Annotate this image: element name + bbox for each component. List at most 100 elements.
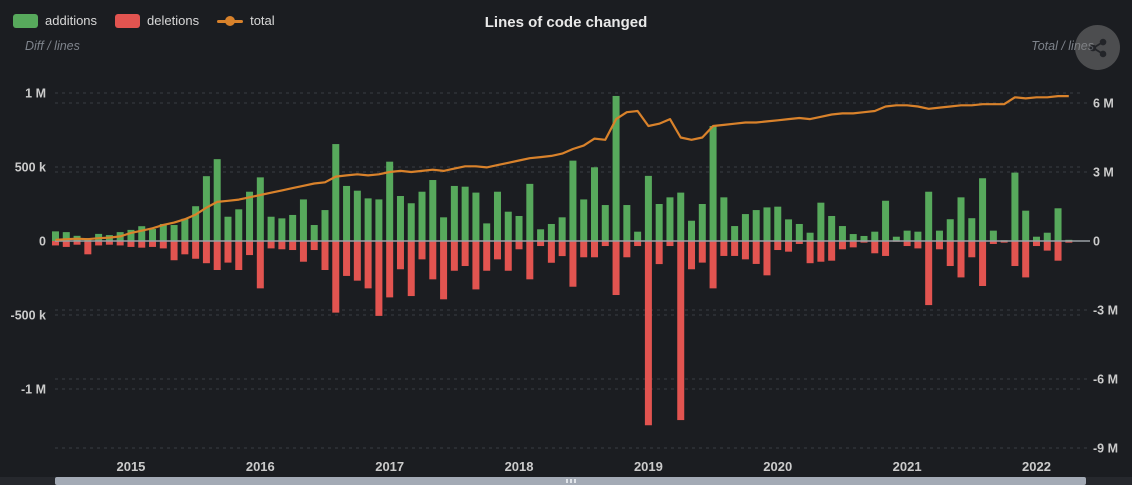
bar-deletions[interactable] xyxy=(644,241,652,426)
bar-additions[interactable] xyxy=(817,202,825,241)
bar-deletions[interactable] xyxy=(483,241,491,271)
bar-additions[interactable] xyxy=(246,191,254,241)
bar-deletions[interactable] xyxy=(213,241,221,271)
bar-deletions[interactable] xyxy=(472,241,480,290)
bar-deletions[interactable] xyxy=(569,241,577,287)
bar-additions[interactable] xyxy=(558,217,566,241)
bar-additions[interactable] xyxy=(925,191,933,241)
bar-additions[interactable] xyxy=(321,210,329,241)
bar-deletions[interactable] xyxy=(957,241,965,278)
bar-deletions[interactable] xyxy=(849,241,857,248)
bar-additions[interactable] xyxy=(224,216,232,241)
bar-deletions[interactable] xyxy=(655,241,663,265)
bar-additions[interactable] xyxy=(838,226,846,241)
bar-additions[interactable] xyxy=(170,225,178,241)
bar-additions[interactable] xyxy=(127,229,135,241)
bar-deletions[interactable] xyxy=(73,241,81,245)
bar-deletions[interactable] xyxy=(914,241,922,249)
bar-deletions[interactable] xyxy=(332,241,340,313)
bar-deletions[interactable] xyxy=(580,241,588,258)
total-line[interactable] xyxy=(55,94,1069,241)
bar-additions[interactable] xyxy=(569,160,577,241)
bar-additions[interactable] xyxy=(159,223,167,241)
bar-deletions[interactable] xyxy=(817,241,825,262)
bar-additions[interactable] xyxy=(418,191,426,241)
bar-additions[interactable] xyxy=(493,191,501,241)
bar-deletions[interactable] xyxy=(698,241,706,263)
bar-deletions[interactable] xyxy=(235,241,243,271)
bar-deletions[interactable] xyxy=(547,241,555,263)
bar-deletions[interactable] xyxy=(321,241,329,271)
bar-deletions[interactable] xyxy=(526,241,534,280)
scrollbar-grip-icon[interactable] xyxy=(565,479,576,483)
bar-additions[interactable] xyxy=(52,231,59,241)
bar-deletions[interactable] xyxy=(278,241,286,250)
bar-deletions[interactable] xyxy=(677,241,685,421)
bar-deletions[interactable] xyxy=(95,241,103,246)
bar-deletions[interactable] xyxy=(461,241,469,267)
bar-deletions[interactable] xyxy=(396,241,404,270)
bar-additions[interactable] xyxy=(882,200,890,241)
bar-deletions[interactable] xyxy=(256,241,264,289)
bar-additions[interactable] xyxy=(892,236,900,241)
bar-deletions[interactable] xyxy=(138,241,146,248)
bar-additions[interactable] xyxy=(935,230,943,241)
bar-deletions[interactable] xyxy=(989,241,997,244)
bar-deletions[interactable] xyxy=(159,241,167,249)
bar-additions[interactable] xyxy=(526,183,534,241)
bar-deletions[interactable] xyxy=(515,241,523,250)
bar-additions[interactable] xyxy=(386,161,394,241)
bar-additions[interactable] xyxy=(1043,232,1051,241)
bar-additions[interactable] xyxy=(612,95,620,242)
bar-additions[interactable] xyxy=(709,126,717,241)
bar-additions[interactable] xyxy=(752,210,760,241)
bar-additions[interactable] xyxy=(343,185,351,241)
bar-deletions[interactable] xyxy=(343,241,351,276)
bar-deletions[interactable] xyxy=(202,241,210,264)
bar-deletions[interactable] xyxy=(828,241,836,261)
bar-deletions[interactable] xyxy=(1000,241,1008,243)
bar-additions[interactable] xyxy=(515,215,523,241)
bar-additions[interactable] xyxy=(440,217,448,241)
bar-deletions[interactable] xyxy=(979,241,987,286)
bar-additions[interactable] xyxy=(504,211,512,241)
bar-additions[interactable] xyxy=(256,177,264,241)
bar-additions[interactable] xyxy=(957,197,965,241)
bar-additions[interactable] xyxy=(1022,210,1030,241)
bar-deletions[interactable] xyxy=(299,241,307,262)
bar-additions[interactable] xyxy=(979,178,987,241)
bar-additions[interactable] xyxy=(580,199,588,241)
legend-item-deletions[interactable]: deletions xyxy=(115,13,199,28)
bar-additions[interactable] xyxy=(62,232,70,241)
bar-additions[interactable] xyxy=(871,231,879,241)
bar-deletions[interactable] xyxy=(127,241,135,247)
bar-deletions[interactable] xyxy=(418,241,426,260)
bar-additions[interactable] xyxy=(828,215,836,241)
bar-additions[interactable] xyxy=(795,223,803,241)
bar-additions[interactable] xyxy=(741,214,749,241)
bar-deletions[interactable] xyxy=(935,241,943,250)
bar-deletions[interactable] xyxy=(946,241,954,267)
bar-deletions[interactable] xyxy=(192,241,200,259)
bar-additions[interactable] xyxy=(472,192,480,241)
bar-additions[interactable] xyxy=(623,205,631,241)
bar-additions[interactable] xyxy=(235,209,243,241)
bar-deletions[interactable] xyxy=(634,241,642,247)
bar-additions[interactable] xyxy=(138,226,146,241)
bar-deletions[interactable] xyxy=(224,241,232,263)
bar-deletions[interactable] xyxy=(666,241,674,247)
bar-additions[interactable] xyxy=(785,219,793,241)
bar-deletions[interactable] xyxy=(882,241,890,256)
bar-deletions[interactable] xyxy=(903,241,911,247)
bar-additions[interactable] xyxy=(483,223,491,241)
bar-deletions[interactable] xyxy=(741,241,749,260)
bar-additions[interactable] xyxy=(763,207,771,241)
bar-deletions[interactable] xyxy=(558,241,566,257)
bar-additions[interactable] xyxy=(537,229,545,241)
bar-deletions[interactable] xyxy=(1054,241,1062,261)
bar-additions[interactable] xyxy=(364,198,372,241)
bar-deletions[interactable] xyxy=(62,241,70,247)
datazoom-track[interactable] xyxy=(0,477,1132,485)
bar-deletions[interactable] xyxy=(116,241,124,246)
bar-additions[interactable] xyxy=(968,218,976,241)
